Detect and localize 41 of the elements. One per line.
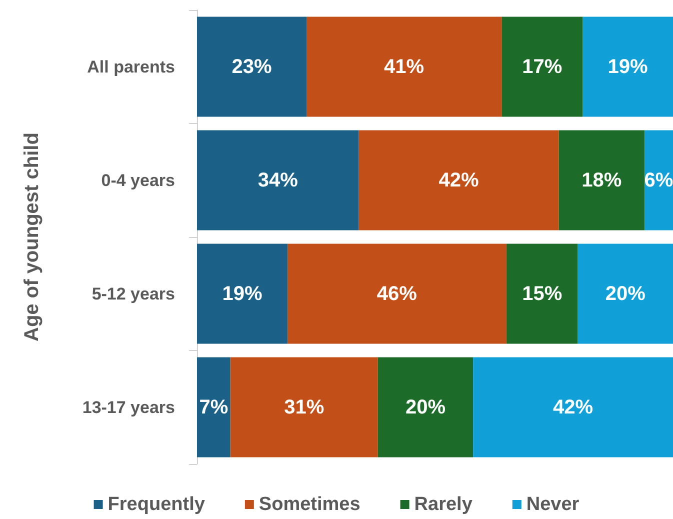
bar — [502, 16, 583, 117]
data-label: 46% — [376, 282, 418, 305]
data-label: 31% — [284, 396, 324, 418]
bar — [378, 357, 474, 458]
data-label: 19% — [222, 282, 262, 305]
y-tick-label: 13-17 years — [82, 398, 175, 417]
bar — [306, 16, 502, 117]
data-label: 42% — [438, 169, 480, 192]
legend-label: Rarely — [414, 494, 473, 515]
data-label: 20% — [605, 282, 646, 305]
data-label: 19% — [608, 56, 648, 78]
data-label: 23% — [232, 56, 272, 78]
data-label: 18% — [582, 169, 622, 192]
bar — [578, 244, 673, 344]
bar — [197, 244, 288, 344]
legend-label: Frequently — [108, 494, 206, 515]
data-label: 7% — [199, 396, 228, 418]
data-label: 20% — [405, 396, 446, 418]
bar — [197, 16, 306, 117]
data-label: 41% — [384, 56, 424, 78]
y-tick-label: 0-4 years — [101, 170, 175, 190]
bar — [197, 130, 359, 230]
data-label: 15% — [522, 282, 562, 305]
data-label: 17% — [522, 56, 562, 78]
y-axis-title: Age of youngest child — [21, 132, 43, 342]
bar — [230, 357, 378, 458]
bar — [558, 130, 644, 230]
bar — [197, 357, 230, 458]
bar — [582, 16, 673, 117]
y-tick-label: All parents — [87, 57, 175, 76]
y-tick-label: 5-12 years — [92, 284, 175, 304]
legend-label: Sometimes — [258, 494, 360, 515]
bar — [358, 130, 559, 230]
bar — [473, 357, 673, 458]
data-label: 34% — [258, 169, 298, 192]
bar — [287, 244, 506, 344]
legend-label: Never — [526, 494, 580, 515]
data-label: 6% — [644, 169, 673, 192]
bar — [506, 244, 578, 344]
data-label: 42% — [553, 396, 594, 418]
bar — [644, 130, 673, 230]
